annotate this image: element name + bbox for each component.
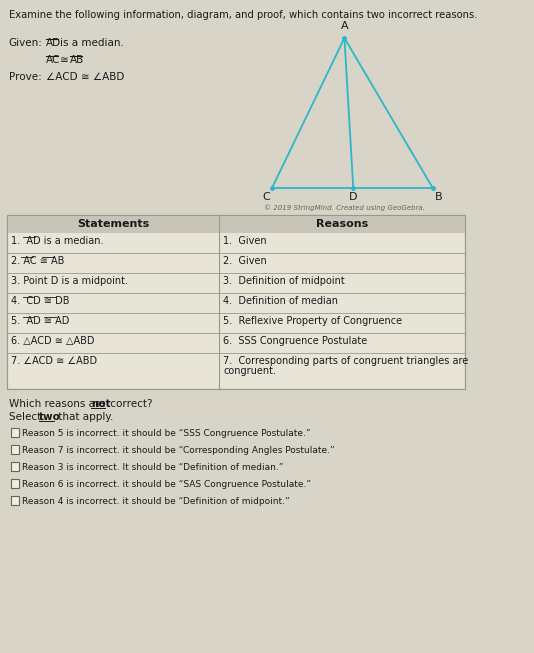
Text: that apply.: that apply.: [55, 412, 113, 422]
Text: 6. △ACD ≅ △ABD: 6. △ACD ≅ △ABD: [11, 336, 95, 346]
Text: Select: Select: [9, 412, 44, 422]
Text: two: two: [39, 412, 61, 422]
Text: not: not: [91, 399, 111, 409]
Text: 2.  Given: 2. Given: [223, 256, 267, 266]
Text: 7. ∠ACD ≅ ∠ABD: 7. ∠ACD ≅ ∠ABD: [11, 356, 98, 366]
Text: 1.  AD is a median.: 1. AD is a median.: [11, 236, 104, 246]
Text: correct?: correct?: [107, 399, 152, 409]
Text: Prove:: Prove:: [9, 72, 42, 82]
Text: © 2019 StringMind. Created using GeoGebra.: © 2019 StringMind. Created using GeoGebr…: [264, 204, 425, 211]
Text: is a median.: is a median.: [60, 38, 124, 48]
FancyBboxPatch shape: [7, 215, 465, 389]
Text: Reason 6 is incorrect. it should be “SAS Congruence Postulate.”: Reason 6 is incorrect. it should be “SAS…: [22, 480, 311, 489]
Text: Reason 3 is incorrect. It should be “Definition of median.”: Reason 3 is incorrect. It should be “Def…: [22, 463, 284, 472]
Text: 3. Point D is a midpoint.: 3. Point D is a midpoint.: [11, 276, 129, 286]
Text: 4.  CD ≅ DB: 4. CD ≅ DB: [11, 296, 70, 306]
Text: D: D: [349, 192, 357, 202]
Text: 4.  Definition of median: 4. Definition of median: [223, 296, 339, 306]
Text: AD: AD: [46, 38, 61, 48]
Text: 3.  Definition of midpoint: 3. Definition of midpoint: [223, 276, 345, 286]
Text: Given:: Given:: [9, 38, 43, 48]
Text: 7.  Corresponding parts of congruent triangles are: 7. Corresponding parts of congruent tria…: [223, 356, 469, 366]
Text: ∠ACD ≅ ∠ABD: ∠ACD ≅ ∠ABD: [46, 72, 124, 82]
Text: 6.  SSS Congruence Postulate: 6. SSS Congruence Postulate: [223, 336, 368, 346]
Text: 1.  Given: 1. Given: [223, 236, 267, 246]
Text: Reason 7 is incorrect. it should be “Corresponding Angles Postulate.”: Reason 7 is incorrect. it should be “Cor…: [22, 446, 335, 455]
Text: Reasons: Reasons: [316, 219, 368, 229]
FancyBboxPatch shape: [11, 428, 19, 437]
Text: B: B: [435, 192, 443, 202]
Text: ≅: ≅: [60, 55, 69, 65]
Text: AB: AB: [70, 55, 84, 65]
Text: AC: AC: [46, 55, 60, 65]
FancyBboxPatch shape: [11, 462, 19, 471]
FancyBboxPatch shape: [11, 496, 19, 505]
Text: A: A: [341, 21, 348, 31]
FancyBboxPatch shape: [7, 215, 465, 233]
FancyBboxPatch shape: [11, 479, 19, 488]
Text: Examine the following information, diagram, and proof, which contains two incorr: Examine the following information, diagr…: [9, 10, 477, 20]
Text: 5.  AD ≅ AD: 5. AD ≅ AD: [11, 316, 70, 326]
Text: Reason 5 is incorrect. it should be “SSS Congruence Postulate.”: Reason 5 is incorrect. it should be “SSS…: [22, 429, 311, 438]
Text: Which reasons are: Which reasons are: [9, 399, 108, 409]
Text: congruent.: congruent.: [223, 366, 277, 376]
Text: 5.  Reflexive Property of Congruence: 5. Reflexive Property of Congruence: [223, 316, 403, 326]
Text: Reason 4 is incorrect. it should be “Definition of midpoint.”: Reason 4 is incorrect. it should be “Def…: [22, 497, 290, 506]
Text: Statements: Statements: [77, 219, 149, 229]
Text: C: C: [262, 192, 270, 202]
FancyBboxPatch shape: [11, 445, 19, 454]
Text: 2. AC ≅ AB: 2. AC ≅ AB: [11, 256, 65, 266]
